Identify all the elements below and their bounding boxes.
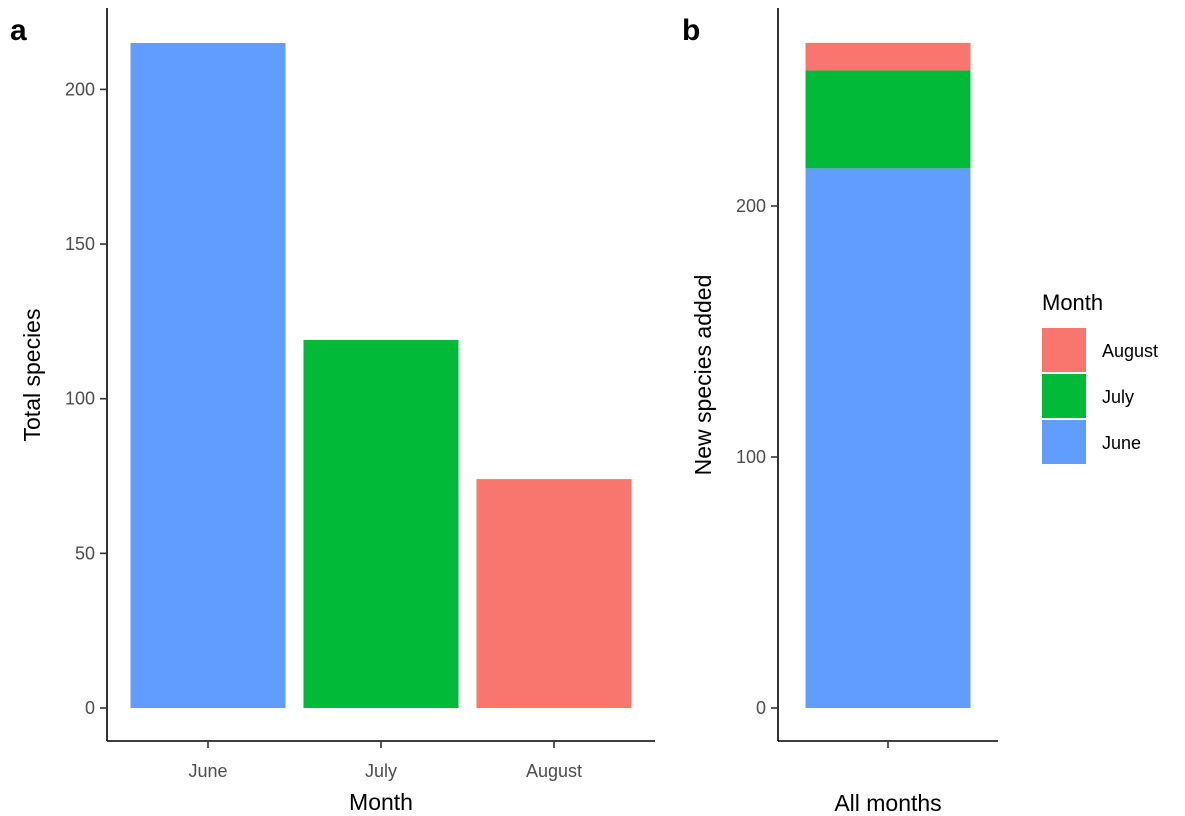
stack-segment-august — [805, 42, 971, 71]
panel-a-bars — [130, 43, 632, 708]
x-tick-label-july: July — [365, 761, 397, 781]
y-tick-label-100: 100 — [65, 389, 95, 409]
panel-b-stacked-bar — [805, 42, 971, 709]
panel-a-y-ticks: 0 50 100 150 200 — [65, 79, 107, 718]
bar-june — [130, 43, 286, 708]
legend-label-july: July — [1102, 387, 1134, 407]
y-tick-label-150: 150 — [65, 234, 95, 254]
legend-key-july — [1042, 374, 1086, 418]
y-tick-label-200: 200 — [65, 79, 95, 99]
y-tick-label-100: 100 — [736, 447, 766, 467]
panel-a-y-axis-title: Total species — [19, 309, 45, 442]
panel-a-label: a — [10, 14, 27, 47]
x-tick-label-june: June — [188, 761, 227, 781]
bar-august — [476, 479, 632, 708]
legend-title: Month — [1042, 290, 1103, 315]
panel-b: b 0 100 200 All months New species added — [682, 8, 998, 816]
y-tick-label-0: 0 — [85, 698, 95, 718]
legend-label-august: August — [1102, 341, 1158, 361]
panel-b-y-axis-title: New species added — [690, 275, 716, 476]
bar-july — [303, 339, 459, 708]
panel-b-y-ticks: 0 100 200 — [736, 196, 778, 718]
legend-key-june — [1042, 420, 1086, 464]
x-tick-label-august: August — [526, 761, 582, 781]
panel-a-x-ticks: June July August — [188, 741, 582, 781]
legend: Month August July June — [1042, 290, 1158, 464]
stack-segment-june — [805, 168, 971, 709]
panel-b-label: b — [682, 14, 700, 47]
legend-key-august — [1042, 328, 1086, 372]
stack-segment-july — [805, 70, 971, 169]
panel-a-x-axis-title: Month — [349, 789, 413, 815]
legend-entries: August July June — [1042, 328, 1158, 464]
legend-label-june: June — [1102, 433, 1141, 453]
y-tick-label-50: 50 — [75, 543, 95, 563]
y-tick-label-200: 200 — [736, 196, 766, 216]
y-tick-label-0: 0 — [756, 698, 766, 718]
panel-b-x-axis-title: All months — [834, 790, 941, 816]
panel-a: a 0 50 100 150 200 June July August Month Tota… — [10, 8, 655, 815]
